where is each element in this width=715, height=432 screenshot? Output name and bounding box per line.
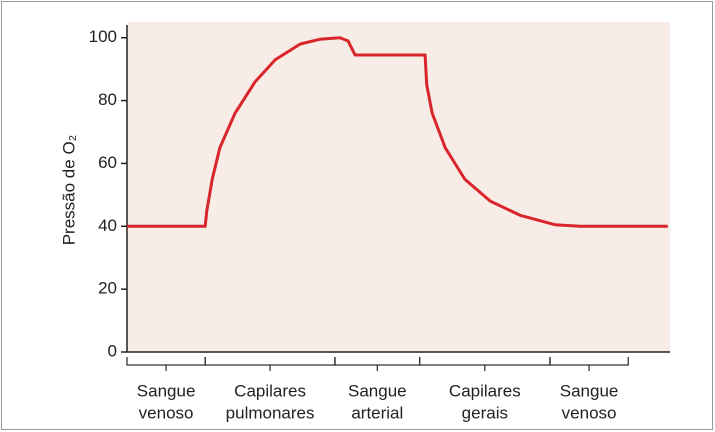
brace xyxy=(334,357,421,371)
brace xyxy=(204,357,336,371)
brace xyxy=(419,357,551,371)
region-label: Sangue xyxy=(137,381,196,400)
brace xyxy=(126,357,206,371)
region-label: Sangue xyxy=(560,381,619,400)
region-label: Capilares xyxy=(449,381,521,400)
y-tick-label: 100 xyxy=(89,27,117,46)
y-tick-label: 0 xyxy=(108,341,117,360)
region-label: pulmonares xyxy=(226,403,315,422)
y-tick-label: 40 xyxy=(98,216,117,235)
plot-background xyxy=(127,22,670,352)
line xyxy=(127,36,668,228)
region-label: venoso xyxy=(562,403,617,422)
region-label: venoso xyxy=(139,403,194,422)
region-label: Sangue xyxy=(348,381,407,400)
brace xyxy=(549,357,629,371)
region-label: arterial xyxy=(351,403,403,422)
region-label: gerais xyxy=(462,403,508,422)
region-label: Capilares xyxy=(234,381,306,400)
y-tick-label: 60 xyxy=(98,153,117,172)
y-tick-label: 80 xyxy=(98,90,117,109)
y-tick-label: 20 xyxy=(98,279,117,298)
y-axis-label: Pressão de O₂ xyxy=(59,135,78,246)
